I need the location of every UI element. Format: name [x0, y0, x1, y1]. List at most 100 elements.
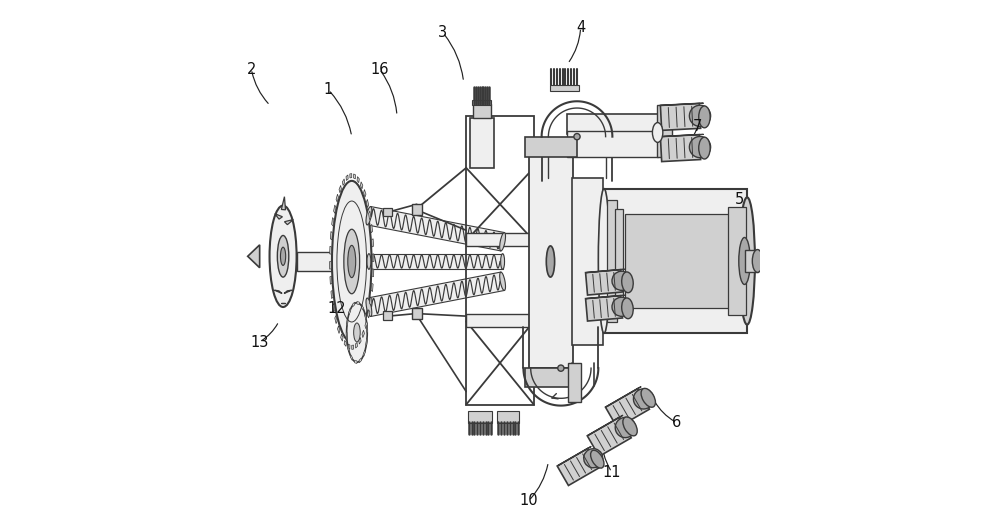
Ellipse shape [752, 249, 763, 272]
Polygon shape [587, 415, 623, 436]
Ellipse shape [652, 122, 663, 142]
FancyBboxPatch shape [550, 85, 579, 91]
Ellipse shape [641, 389, 655, 407]
Polygon shape [335, 315, 337, 324]
Ellipse shape [574, 133, 580, 140]
Text: 13: 13 [250, 335, 268, 350]
Polygon shape [347, 345, 349, 352]
Polygon shape [331, 290, 333, 299]
FancyBboxPatch shape [728, 207, 746, 315]
Polygon shape [336, 194, 339, 202]
Ellipse shape [739, 237, 750, 285]
Ellipse shape [622, 272, 633, 293]
Text: 5: 5 [735, 191, 744, 207]
FancyBboxPatch shape [745, 249, 758, 272]
Polygon shape [284, 290, 292, 293]
Polygon shape [557, 447, 591, 466]
Ellipse shape [500, 272, 506, 290]
Text: 10: 10 [519, 493, 538, 508]
Ellipse shape [584, 449, 603, 468]
Ellipse shape [699, 106, 710, 128]
Polygon shape [660, 134, 704, 137]
Polygon shape [372, 239, 374, 247]
Polygon shape [349, 308, 351, 315]
Text: 2: 2 [247, 62, 256, 76]
Polygon shape [605, 389, 649, 428]
Polygon shape [365, 313, 367, 320]
FancyBboxPatch shape [567, 115, 658, 134]
FancyBboxPatch shape [625, 214, 729, 308]
Polygon shape [367, 272, 504, 316]
FancyBboxPatch shape [615, 209, 623, 313]
Polygon shape [586, 295, 625, 299]
Ellipse shape [270, 206, 297, 307]
Polygon shape [355, 343, 357, 348]
FancyBboxPatch shape [568, 363, 581, 402]
Text: 6: 6 [672, 415, 682, 430]
Polygon shape [357, 301, 359, 305]
Polygon shape [605, 386, 641, 407]
Polygon shape [365, 321, 367, 329]
Polygon shape [330, 232, 332, 240]
Ellipse shape [689, 105, 711, 127]
Text: 16: 16 [370, 62, 389, 76]
Ellipse shape [739, 197, 755, 325]
FancyBboxPatch shape [497, 411, 519, 423]
Polygon shape [346, 319, 348, 326]
Polygon shape [359, 337, 361, 344]
FancyBboxPatch shape [383, 208, 392, 216]
Text: 12: 12 [328, 301, 346, 316]
Polygon shape [367, 325, 368, 333]
Text: 4: 4 [576, 20, 585, 35]
Ellipse shape [623, 417, 637, 436]
FancyBboxPatch shape [383, 311, 392, 320]
Ellipse shape [332, 181, 372, 342]
Polygon shape [366, 199, 369, 208]
Ellipse shape [354, 323, 360, 342]
Polygon shape [332, 218, 334, 226]
Polygon shape [586, 295, 623, 321]
Ellipse shape [689, 137, 711, 157]
Polygon shape [586, 269, 625, 272]
Polygon shape [587, 417, 631, 457]
Polygon shape [346, 333, 347, 339]
Polygon shape [362, 330, 364, 338]
Polygon shape [334, 205, 336, 213]
Polygon shape [338, 326, 340, 334]
Text: 1: 1 [324, 82, 333, 97]
FancyBboxPatch shape [607, 199, 617, 323]
Polygon shape [274, 290, 282, 293]
FancyBboxPatch shape [472, 100, 491, 106]
Polygon shape [350, 174, 352, 178]
Polygon shape [330, 262, 331, 269]
FancyBboxPatch shape [525, 368, 577, 388]
Text: 3: 3 [438, 25, 447, 40]
Ellipse shape [366, 298, 372, 316]
FancyBboxPatch shape [529, 152, 573, 368]
Polygon shape [660, 103, 704, 106]
Text: 7: 7 [693, 119, 702, 134]
Ellipse shape [591, 450, 604, 468]
Text: 11: 11 [603, 465, 621, 480]
Ellipse shape [348, 245, 356, 278]
Polygon shape [352, 345, 354, 349]
Polygon shape [350, 355, 353, 360]
FancyBboxPatch shape [470, 118, 494, 168]
Polygon shape [339, 185, 341, 193]
Polygon shape [660, 104, 701, 130]
FancyBboxPatch shape [297, 252, 343, 271]
Polygon shape [355, 360, 357, 363]
Ellipse shape [546, 246, 555, 277]
FancyBboxPatch shape [466, 313, 534, 326]
Polygon shape [341, 334, 343, 341]
Polygon shape [369, 211, 371, 220]
Polygon shape [344, 340, 346, 346]
FancyBboxPatch shape [604, 189, 747, 333]
Polygon shape [284, 220, 293, 225]
Polygon shape [352, 302, 355, 307]
Polygon shape [357, 177, 359, 183]
FancyBboxPatch shape [572, 178, 603, 345]
Ellipse shape [277, 235, 289, 277]
Ellipse shape [699, 137, 710, 159]
Polygon shape [359, 358, 362, 363]
